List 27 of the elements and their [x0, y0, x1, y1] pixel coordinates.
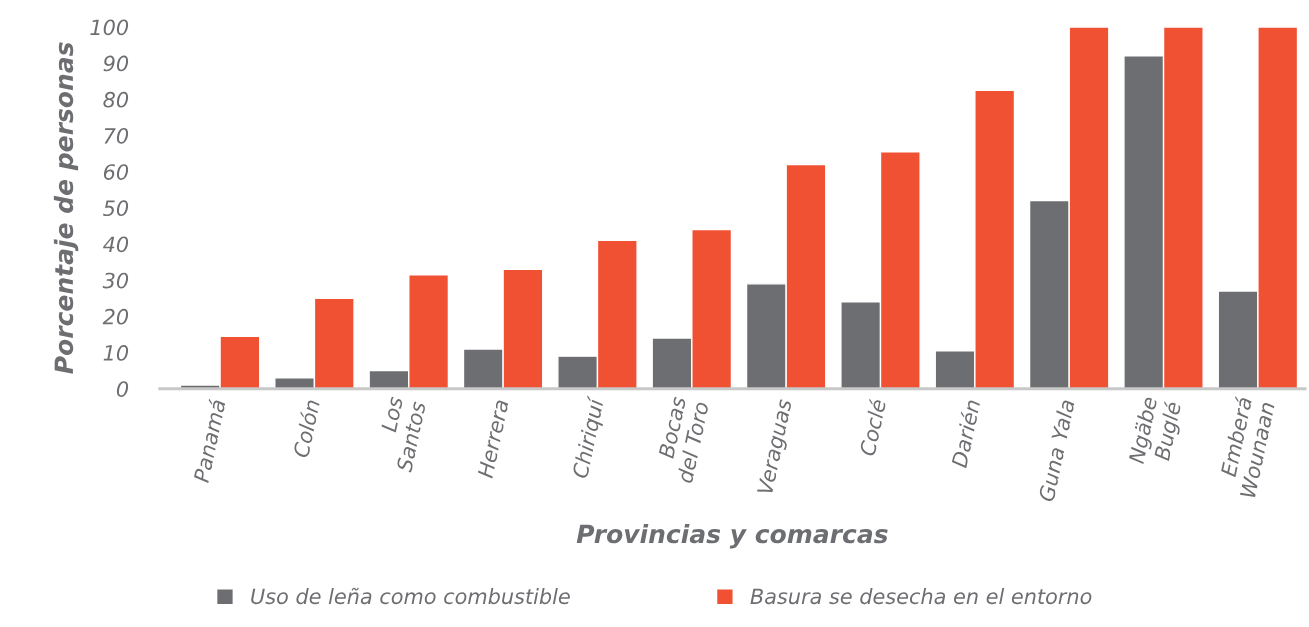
- y-tick-label: 70: [104, 127, 129, 144]
- x-axis-title: Provincias y comarcas: [576, 524, 888, 549]
- y-tick-label: 40: [103, 236, 129, 253]
- y-tick-label: 0: [116, 381, 129, 397]
- y-axis-title: Porcentaje de personas: [53, 42, 79, 374]
- x-tick-label: Darién: [949, 398, 981, 469]
- y-tick-label: 30: [102, 272, 129, 289]
- x-tick-label: Colón: [291, 398, 321, 458]
- x-tick-label: Bocas del Toro: [658, 395, 709, 484]
- y-tick-label: 20: [102, 308, 129, 325]
- x-tick-label: Herrera: [477, 399, 509, 479]
- y-tick-label: 60: [103, 164, 129, 180]
- x-tick-label: Veraguas: [757, 398, 796, 496]
- y-tick-label: 50: [103, 200, 129, 217]
- y-tick-label: 90: [103, 55, 129, 72]
- x-tick-label: Guna Yala: [1037, 399, 1075, 502]
- x-tick-label: Ngäbe Buglé: [1127, 396, 1186, 466]
- x-tick-label: Coclé: [858, 398, 887, 457]
- legend-label: Uso de leña como combustible: [251, 587, 570, 605]
- x-tick-label: Emberá Wounaan: [1219, 396, 1275, 498]
- x-tick-label: Chiriquí: [570, 395, 609, 480]
- y-tick-label: 100: [90, 19, 129, 36]
- y-tick-label: 80: [103, 91, 129, 108]
- y-tick-label: 10: [103, 345, 129, 361]
- x-tick-label: Panamá: [191, 398, 226, 484]
- legend-label: Basura se desecha en el entorno: [750, 588, 1092, 605]
- x-tick-label: Los Santos: [380, 395, 427, 473]
